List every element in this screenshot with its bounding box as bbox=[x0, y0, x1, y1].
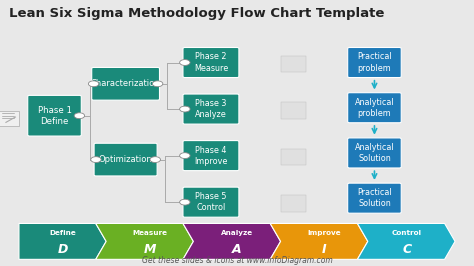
Polygon shape bbox=[96, 223, 193, 259]
Circle shape bbox=[74, 113, 84, 119]
Text: Phase 2
Measure: Phase 2 Measure bbox=[194, 52, 228, 73]
Circle shape bbox=[88, 81, 99, 87]
FancyBboxPatch shape bbox=[281, 102, 306, 119]
FancyBboxPatch shape bbox=[348, 47, 401, 78]
FancyBboxPatch shape bbox=[183, 47, 239, 78]
Circle shape bbox=[180, 106, 190, 112]
Text: Practical
Solution: Practical Solution bbox=[357, 188, 392, 208]
FancyBboxPatch shape bbox=[348, 138, 401, 168]
Circle shape bbox=[150, 157, 160, 163]
Text: C: C bbox=[402, 243, 411, 256]
Text: D: D bbox=[57, 243, 68, 256]
Text: Phase 4
Improve: Phase 4 Improve bbox=[194, 146, 228, 166]
Text: Practical
problem: Practical problem bbox=[357, 52, 392, 73]
Text: M: M bbox=[144, 243, 156, 256]
Circle shape bbox=[153, 81, 163, 87]
Text: Characterization: Characterization bbox=[91, 79, 160, 88]
FancyBboxPatch shape bbox=[183, 187, 239, 217]
Polygon shape bbox=[19, 223, 106, 259]
FancyBboxPatch shape bbox=[94, 143, 157, 176]
Circle shape bbox=[180, 60, 190, 65]
FancyBboxPatch shape bbox=[92, 67, 159, 100]
Text: Improve: Improve bbox=[308, 231, 341, 236]
Text: Phase 5
Control: Phase 5 Control bbox=[195, 192, 227, 212]
Text: I: I bbox=[322, 243, 327, 256]
Text: Optimization: Optimization bbox=[99, 155, 153, 164]
Text: Analytical
Solution: Analytical Solution bbox=[355, 143, 394, 163]
Polygon shape bbox=[183, 223, 281, 259]
FancyBboxPatch shape bbox=[0, 111, 19, 126]
FancyBboxPatch shape bbox=[348, 183, 401, 213]
Text: Analyze: Analyze bbox=[221, 231, 253, 236]
FancyBboxPatch shape bbox=[183, 94, 239, 124]
FancyBboxPatch shape bbox=[281, 195, 306, 212]
Text: Analytical
problem: Analytical problem bbox=[355, 98, 394, 118]
Text: Define: Define bbox=[49, 231, 76, 236]
Text: Get these slides & icons at www.infoDiagram.com: Get these slides & icons at www.infoDiag… bbox=[142, 256, 332, 265]
Circle shape bbox=[180, 199, 190, 205]
FancyBboxPatch shape bbox=[281, 56, 306, 72]
FancyBboxPatch shape bbox=[27, 95, 82, 136]
Circle shape bbox=[91, 157, 101, 163]
Text: Phase 1
Define: Phase 1 Define bbox=[37, 106, 72, 126]
Polygon shape bbox=[357, 223, 455, 259]
FancyBboxPatch shape bbox=[348, 93, 401, 123]
Circle shape bbox=[180, 153, 190, 159]
FancyBboxPatch shape bbox=[183, 140, 239, 171]
Text: A: A bbox=[232, 243, 242, 256]
FancyBboxPatch shape bbox=[281, 149, 306, 165]
Polygon shape bbox=[270, 223, 368, 259]
Text: Lean Six Sigma Methodology Flow Chart Template: Lean Six Sigma Methodology Flow Chart Te… bbox=[9, 7, 385, 20]
Text: Control: Control bbox=[392, 231, 422, 236]
Text: Phase 3
Analyze: Phase 3 Analyze bbox=[195, 99, 227, 119]
Text: Measure: Measure bbox=[132, 231, 167, 236]
